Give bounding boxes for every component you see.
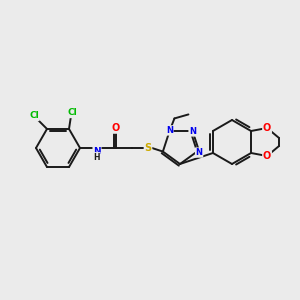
- Text: N: N: [166, 126, 173, 135]
- Text: Cl: Cl: [29, 111, 39, 120]
- Text: O: O: [263, 123, 271, 133]
- Text: O: O: [263, 151, 271, 161]
- Text: H: H: [94, 152, 100, 161]
- Text: N: N: [189, 127, 196, 136]
- Text: N: N: [93, 146, 101, 155]
- Text: N: N: [196, 148, 202, 157]
- Text: S: S: [144, 143, 152, 153]
- Text: Cl: Cl: [67, 108, 77, 117]
- Text: O: O: [112, 123, 120, 133]
